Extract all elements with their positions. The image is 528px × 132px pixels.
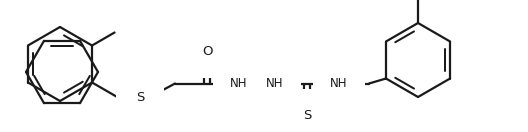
Text: S: S xyxy=(303,109,311,122)
Text: NH: NH xyxy=(266,77,284,90)
Text: S: S xyxy=(136,91,144,104)
Text: O: O xyxy=(202,45,212,58)
Text: NH: NH xyxy=(230,77,248,90)
Text: NH: NH xyxy=(331,77,348,90)
